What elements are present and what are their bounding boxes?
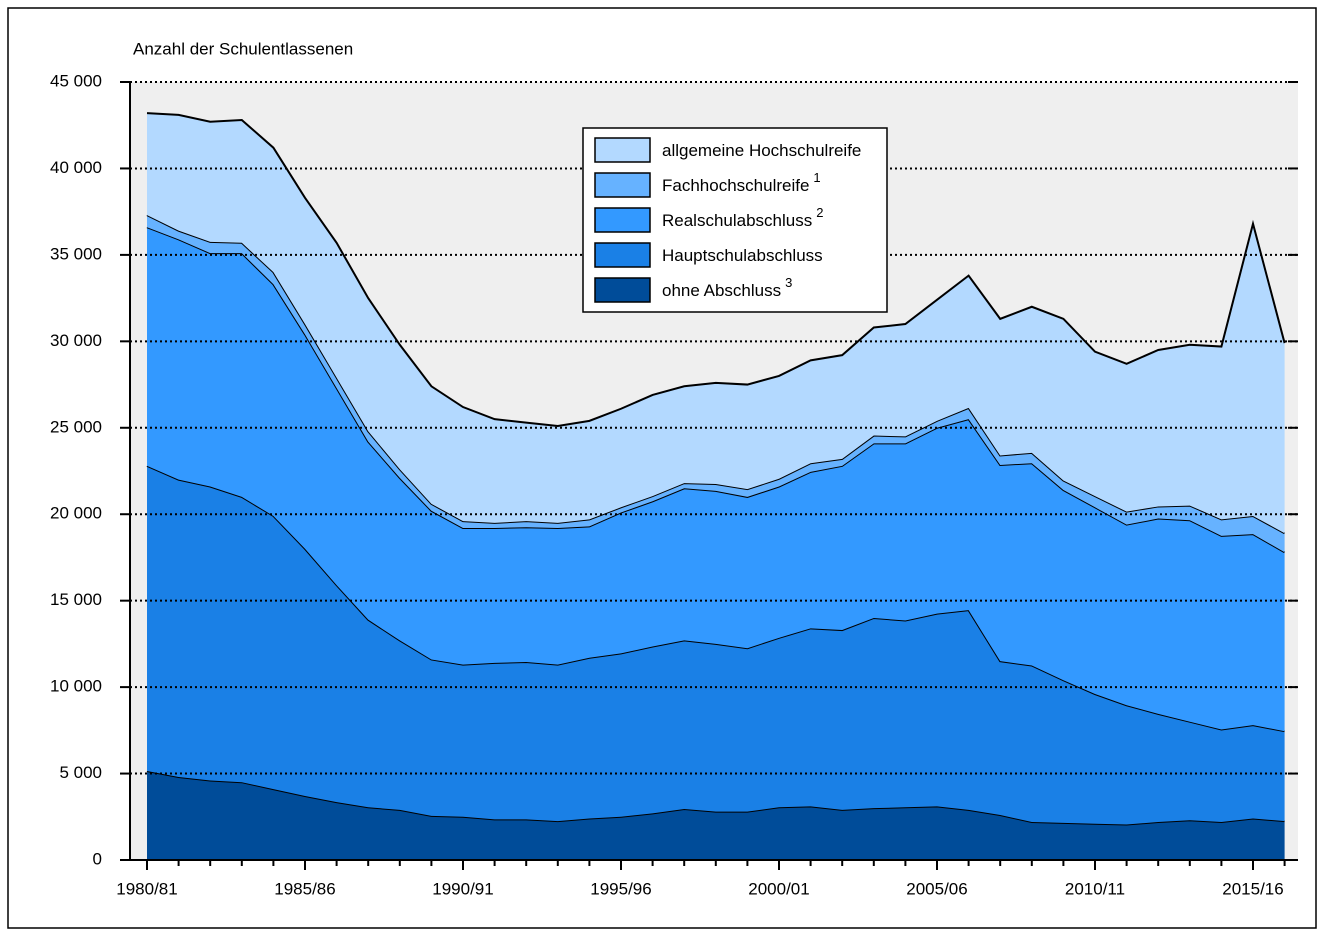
legend-swatch xyxy=(594,137,651,163)
y-tick-label: 35 000 xyxy=(50,244,102,263)
legend-name: allgemeine Hochschulreife xyxy=(662,141,861,160)
legend-swatch xyxy=(594,207,651,233)
legend-swatch xyxy=(594,172,651,198)
x-tick-label: 1990/91 xyxy=(432,879,493,898)
legend: allgemeine Hochschulreife Fachhochschulre… xyxy=(582,127,888,313)
area xyxy=(147,770,1285,860)
legend-label: Hauptschulabschluss xyxy=(662,246,823,265)
legend-label: allgemeine Hochschulreife xyxy=(662,141,861,160)
y-tick-label: 40 000 xyxy=(50,158,102,177)
area-edge xyxy=(146,464,1285,733)
y-tick-label: 25 000 xyxy=(50,417,102,436)
y-tick-label: 10 000 xyxy=(50,677,102,696)
legend-footnote: 2 xyxy=(816,205,823,220)
axes: 0 5 000 10 000 15 000 20 000 25 000 30 000 35 0… xyxy=(50,71,1298,898)
x-tick-label: 1980/81 xyxy=(116,879,177,898)
area-edge xyxy=(146,112,1286,428)
legend-swatch xyxy=(594,277,651,303)
x-tick-label: 2005/06 xyxy=(906,879,967,898)
y-axis-title: Anzahl der Schulentlassenen xyxy=(133,39,353,58)
legend-name: Fachhochschulreife xyxy=(662,176,809,195)
legend-footnote: 3 xyxy=(785,275,792,290)
y-tick-label: 45 000 xyxy=(50,71,102,90)
y-tick-label: 20 000 xyxy=(50,504,102,523)
area xyxy=(147,465,1285,825)
y-tick-label: 0 xyxy=(93,849,102,868)
x-tick-label: 1985/86 xyxy=(274,879,335,898)
y-tick-label: 15 000 xyxy=(50,590,102,609)
x-tick-label: 2010/11 xyxy=(1065,879,1125,898)
legend-footnote: 1 xyxy=(813,170,820,185)
area xyxy=(147,227,1285,732)
legend-label: Fachhochschulreife 1 xyxy=(662,170,821,195)
y-tick-label: 5 000 xyxy=(59,763,102,782)
x-tick-label: 2000/01 xyxy=(748,879,809,898)
y-tick-label: 30 000 xyxy=(50,331,102,350)
x-tick-label: 2015/16 xyxy=(1222,879,1283,898)
legend-name: Hauptschulabschluss xyxy=(662,246,823,265)
legend-name: Realschulabschluss xyxy=(662,211,812,230)
legend-label: ohne Abschluss 3 xyxy=(662,275,792,300)
legend-label: Realschulabschluss 2 xyxy=(662,205,823,230)
x-tick-label: 1995/96 xyxy=(590,879,651,898)
legend-name: ohne Abschluss xyxy=(662,281,781,300)
legend-swatch xyxy=(594,242,651,268)
